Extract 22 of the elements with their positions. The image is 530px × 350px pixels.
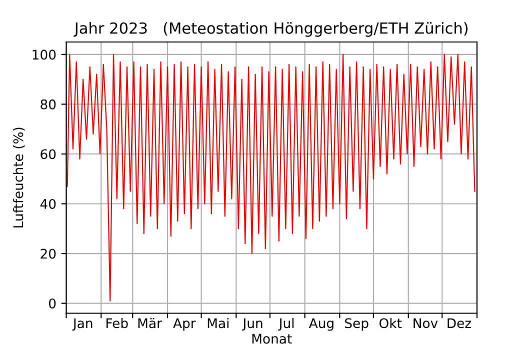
x-tick-label: Dez: [448, 318, 472, 328]
x-tick-label: Sep: [345, 318, 368, 331]
y-tick-label: 0: [49, 298, 56, 308]
x-tick-label: Okt: [379, 318, 402, 328]
y-tick-label: 20: [40, 248, 56, 259]
x-tick-label: Jan: [72, 318, 92, 331]
x-tick-label: Mär: [138, 318, 162, 328]
x-tick-label: Feb: [106, 318, 128, 328]
x-tick-label: Mai: [208, 318, 228, 328]
x-tick-label: Nov: [414, 318, 438, 328]
x-axis-title: Monat: [252, 334, 292, 344]
line-series: [66, 54, 476, 302]
x-tick-label: Aug: [308, 318, 334, 331]
y-axis-title: Luftfeuchte (%): [13, 128, 25, 228]
x-tick-label: Jun: [242, 318, 262, 331]
y-tick-label: 40: [40, 198, 56, 209]
y-tick-label: 60: [40, 149, 56, 160]
x-tick-label: Apr: [173, 318, 196, 331]
x-tick-label: Jul: [278, 318, 294, 331]
y-tick-label: 80: [40, 99, 56, 110]
chart-title: Jahr 2023 (Meteostation Hönggerberg/ETH Zürich): [74, 22, 468, 37]
y-tick-label: 100: [32, 50, 56, 60]
